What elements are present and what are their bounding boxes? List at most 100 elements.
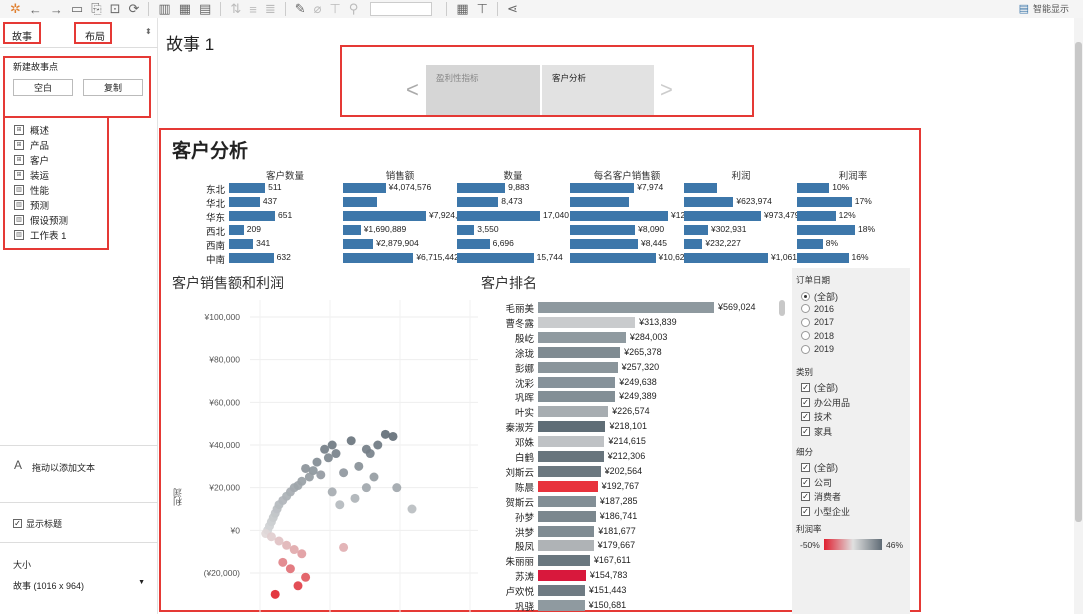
- cat-option[interactable]: ✓ 家具: [801, 425, 832, 438]
- rank-bar[interactable]: [538, 451, 604, 462]
- rank-bar[interactable]: [538, 436, 605, 448]
- rank-bar[interactable]: [538, 331, 626, 343]
- duplicate-button[interactable]: 复制: [83, 79, 143, 96]
- tab-dropdown-icon[interactable]: ⬍: [145, 27, 152, 36]
- scatter-point[interactable]: [354, 461, 364, 471]
- scatter-point[interactable]: [380, 429, 390, 439]
- fit-dropdown[interactable]: [370, 2, 433, 16]
- scatter-point[interactable]: [392, 483, 402, 493]
- rank-bar[interactable]: [538, 316, 636, 328]
- save-icon[interactable]: ▭: [70, 1, 84, 16]
- scatter-point[interactable]: [289, 545, 299, 555]
- scatter-point[interactable]: [270, 589, 280, 599]
- seg-option[interactable]: ✓ 消费者: [801, 490, 841, 503]
- drag-text-object[interactable]: 拖动以添加文本: [32, 463, 96, 473]
- scatter-point[interactable]: [373, 440, 383, 450]
- rank-bar[interactable]: [538, 540, 594, 552]
- scatter-point[interactable]: [278, 557, 288, 567]
- scatter-point[interactable]: [339, 542, 349, 552]
- scatter-point[interactable]: [312, 457, 322, 467]
- date-option[interactable]: 2016: [801, 304, 834, 314]
- scatter-point[interactable]: [266, 532, 276, 542]
- scatter-point[interactable]: [297, 549, 307, 559]
- show-me-button[interactable]: ▤ 智能显示: [1019, 2, 1069, 15]
- scatter-point[interactable]: [282, 540, 292, 550]
- sheet-item-dashboard[interactable]: ⊞ 产品: [14, 137, 68, 152]
- duplicate-sheet-icon[interactable]: ▦: [178, 1, 192, 16]
- scatter-point[interactable]: [350, 493, 360, 503]
- tab-story[interactable]: 故事: [12, 32, 32, 43]
- scatter-point[interactable]: [327, 440, 337, 450]
- scatter-point[interactable]: [327, 487, 337, 497]
- scatter-point[interactable]: [361, 483, 371, 493]
- next-point-icon[interactable]: >: [660, 77, 673, 102]
- rank-bar[interactable]: [538, 346, 621, 358]
- date-option[interactable]: 2017: [801, 317, 834, 327]
- scatter-point[interactable]: [285, 564, 295, 574]
- rank-bar[interactable]: [538, 376, 616, 388]
- seg-option[interactable]: ✓ (全部): [801, 461, 838, 474]
- story-point-profitability[interactable]: 盈利性指标: [426, 65, 540, 115]
- scatter-point[interactable]: [293, 581, 303, 591]
- rank-bar[interactable]: [538, 391, 616, 403]
- scatter-point[interactable]: [323, 453, 333, 463]
- scatter-point[interactable]: [331, 449, 341, 459]
- story-title[interactable]: 故事 1: [166, 35, 215, 54]
- seg-option[interactable]: ✓ 公司: [801, 476, 832, 489]
- sheet-item-dashboard[interactable]: ⊞ 客户: [14, 152, 68, 167]
- seg-option[interactable]: ✓ 小型企业: [801, 505, 850, 518]
- refresh-icon[interactable]: ⟳: [128, 1, 140, 16]
- scatter-point[interactable]: [320, 444, 330, 454]
- sheet-item-worksheet[interactable]: ▥ 工作表 1: [14, 227, 68, 242]
- sheet-item-worksheet[interactable]: ▥ 预测: [14, 197, 68, 212]
- story-point-customer-analysis[interactable]: 客户分析: [542, 65, 654, 115]
- rank-bar[interactable]: [538, 600, 585, 611]
- back-icon[interactable]: ←: [28, 1, 42, 17]
- forward-icon[interactable]: →: [49, 1, 63, 17]
- rank-bar[interactable]: [538, 510, 596, 522]
- size-dropdown[interactable]: 故事 (1016 x 964) ▼: [13, 579, 145, 592]
- scrollbar-thumb[interactable]: [1075, 42, 1082, 522]
- rank-bar[interactable]: [538, 421, 606, 433]
- show-title-checkbox[interactable]: ✓ 显示标题: [13, 517, 62, 530]
- card-view-icon[interactable]: ▦: [456, 1, 469, 16]
- date-option[interactable]: (全部): [801, 290, 838, 303]
- rank-bar[interactable]: [538, 555, 590, 567]
- scatter-point[interactable]: [304, 472, 314, 482]
- rank-bar[interactable]: [538, 570, 586, 582]
- scatter-point[interactable]: [301, 463, 311, 473]
- rank-bar[interactable]: [538, 585, 585, 597]
- highlight-icon[interactable]: ✎: [294, 1, 306, 16]
- scatter-point[interactable]: [388, 431, 398, 441]
- cat-option[interactable]: ✓ 技术: [801, 410, 832, 423]
- presentation-icon[interactable]: ⊤: [476, 1, 488, 16]
- scatter-plot[interactable]: ¥100,000 ¥80,000 ¥60,000 ¥40,000 ¥20,000 ¥0 (¥…: [160, 295, 480, 613]
- share-icon[interactable]: ⋖: [506, 1, 518, 16]
- tab-layout[interactable]: 布局: [85, 32, 105, 43]
- rank-bar[interactable]: [538, 525, 595, 537]
- rank-scrollbar[interactable]: [779, 300, 785, 316]
- scatter-point[interactable]: [274, 536, 284, 546]
- sheet-item-worksheet[interactable]: ▥ 假设预测: [14, 212, 68, 227]
- rank-bar[interactable]: [538, 406, 609, 418]
- scatter-point[interactable]: [339, 468, 349, 478]
- blank-button[interactable]: 空白: [13, 79, 73, 96]
- scatter-point[interactable]: [365, 449, 375, 459]
- cat-option[interactable]: ✓ (全部): [801, 381, 838, 394]
- clear-sheet-icon[interactable]: ▤: [199, 1, 212, 16]
- scatter-point[interactable]: [301, 572, 311, 582]
- rank-bar[interactable]: [538, 495, 596, 507]
- previous-point-icon[interactable]: <: [406, 77, 419, 102]
- scatter-point[interactable]: [316, 470, 326, 480]
- sheet-item-dashboard[interactable]: ⊞ 装运: [14, 167, 68, 182]
- scatter-point[interactable]: [369, 472, 379, 482]
- rank-bar[interactable]: [538, 302, 714, 313]
- rank-bar[interactable]: [538, 465, 601, 477]
- sheet-item-dashboard[interactable]: ⊞ 概述: [14, 122, 68, 137]
- new-datasource-icon[interactable]: ⎘: [91, 1, 102, 16]
- new-sheet-icon[interactable]: ▥: [158, 1, 171, 16]
- paste-icon[interactable]: ⊡: [109, 1, 121, 16]
- scatter-point[interactable]: [407, 504, 417, 514]
- cat-option[interactable]: ✓ 办公用品: [801, 396, 850, 409]
- scrollbar[interactable]: [1074, 18, 1083, 614]
